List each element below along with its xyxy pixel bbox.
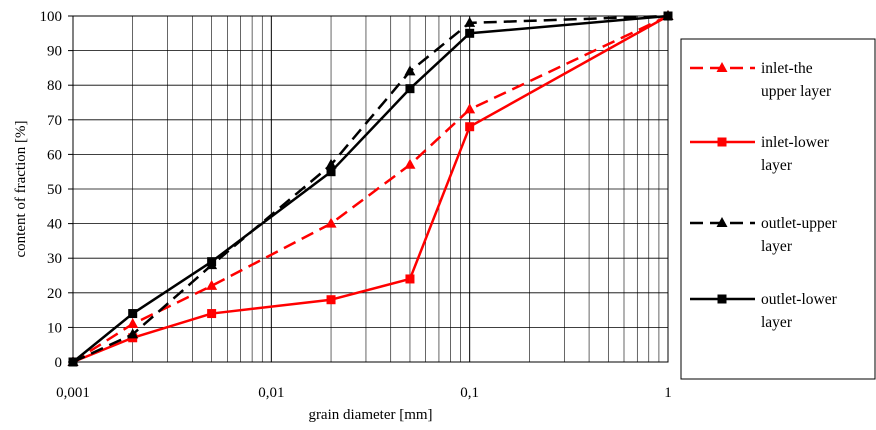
- x-tick-label: 0,01: [258, 385, 284, 401]
- data-point: [464, 103, 476, 114]
- legend-marker: [716, 217, 728, 227]
- legend-label: layer: [761, 238, 793, 255]
- legend-item: inlet-the upper layer: [690, 60, 832, 100]
- legend-box: [680, 38, 876, 380]
- y-tick-label: 50: [47, 182, 62, 198]
- grid-lines: [73, 16, 668, 362]
- x-tick-label: 0,001: [56, 385, 90, 401]
- data-point: [207, 309, 217, 319]
- data-point: [325, 158, 337, 169]
- legend-marker: [717, 137, 727, 147]
- y-tick-label: 20: [47, 286, 62, 302]
- tick-labels: 0 10 20 30 40 50 60 70 80 90 100 0,001 0,01 0,1 1: [40, 9, 672, 401]
- y-tick-label: 40: [47, 217, 62, 233]
- data-point: [325, 217, 337, 228]
- legend-label: inlet-the: [761, 60, 813, 77]
- y-tick-label: 70: [47, 113, 62, 129]
- data-point: [207, 257, 217, 267]
- data-point: [206, 279, 218, 290]
- legend-marker: [716, 62, 728, 72]
- y-tick-label: 100: [40, 9, 63, 25]
- data-point: [128, 309, 138, 319]
- legend-label: layer: [761, 157, 793, 174]
- data-point: [404, 65, 416, 76]
- data-point: [464, 16, 476, 27]
- data-point: [127, 317, 139, 328]
- legend-label: outlet-lower: [761, 291, 838, 308]
- y-tick-label: 90: [47, 44, 62, 60]
- legend-label: inlet-lower: [761, 134, 830, 151]
- data-point: [404, 158, 416, 169]
- data-point: [465, 28, 475, 38]
- x-tick-label: 0,1: [460, 385, 479, 401]
- data-point: [326, 295, 336, 305]
- y-tick-label: 80: [47, 78, 62, 94]
- legend-label: outlet-upper: [761, 215, 838, 232]
- y-axis-label: content of fraction [%]: [13, 120, 29, 257]
- y-tick-label: 10: [47, 320, 62, 336]
- data-point: [405, 274, 415, 284]
- y-tick-label: 30: [47, 251, 62, 267]
- legend-item: outlet-upper layer: [690, 215, 838, 255]
- legend-label: upper layer: [761, 83, 832, 100]
- legend-marker: [717, 294, 727, 304]
- x-tick-label: 1: [664, 385, 672, 401]
- legend-label: layer: [761, 314, 793, 331]
- data-point: [405, 84, 415, 94]
- data-point: [465, 122, 475, 132]
- y-tick-label: 60: [47, 147, 62, 163]
- y-tick-label: 0: [55, 355, 63, 371]
- legend-item: inlet-lower layer: [690, 134, 830, 174]
- legend-item: outlet-lower layer: [690, 291, 838, 331]
- x-axis-label: grain diameter [mm]: [308, 407, 432, 423]
- data-point: [127, 328, 139, 339]
- data-point: [326, 167, 336, 177]
